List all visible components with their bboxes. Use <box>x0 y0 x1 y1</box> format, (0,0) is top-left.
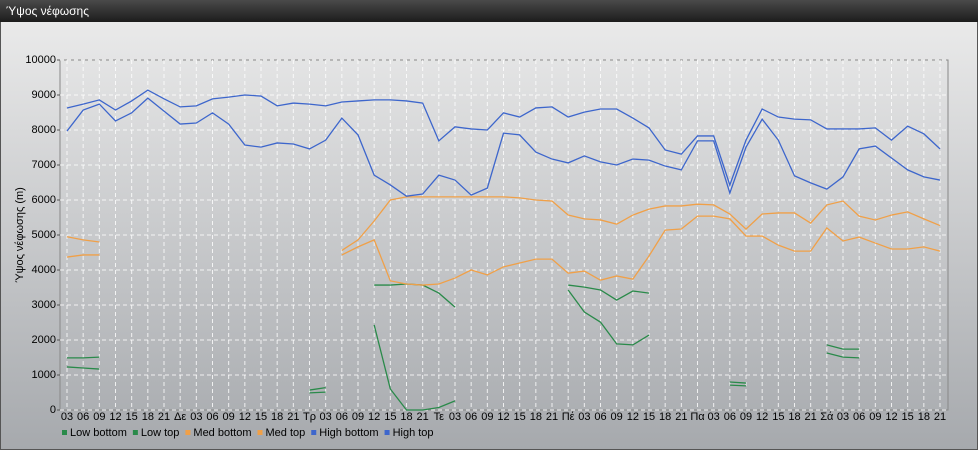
x-tick-label: 15 <box>126 411 138 423</box>
x-tick-label: 09 <box>93 411 105 423</box>
x-tick-label: 15 <box>255 411 267 423</box>
x-tick-label: 12 <box>497 411 509 423</box>
x-tick-label: 21 <box>546 411 558 423</box>
x-tick-label: 03 <box>61 411 73 423</box>
x-tick-label: 21 <box>675 411 687 423</box>
chart-title: Ύψος νέφωσης <box>6 4 89 18</box>
series-line <box>66 196 941 251</box>
x-tick-label: 21 <box>934 411 946 423</box>
y-tick-label: 9000 <box>32 89 56 101</box>
x-tick-label: 03 <box>320 411 332 423</box>
x-tick-label: Σά <box>820 411 834 423</box>
series-line <box>66 289 860 411</box>
series-line <box>66 97 941 197</box>
x-tick-label: 03 <box>578 411 590 423</box>
y-axis-label: Ύψος νέφωσης (m) <box>14 187 26 283</box>
x-tick-label: 09 <box>740 411 752 423</box>
y-tick-label: 5000 <box>32 229 56 241</box>
x-tick-label: 18 <box>400 411 412 423</box>
x-tick-label: 21 <box>805 411 817 423</box>
x-tick-label: 18 <box>142 411 154 423</box>
x-tick-label: 21 <box>287 411 299 423</box>
y-tick-label: 0 <box>50 404 56 416</box>
x-tick-label: 18 <box>918 411 930 423</box>
x-tick-label: 03 <box>190 411 202 423</box>
legend-marker <box>132 430 138 435</box>
legend-marker <box>311 430 317 435</box>
legend-marker <box>185 430 191 435</box>
x-tick-label: Δε <box>174 411 186 423</box>
x-tick-label: Τε <box>434 411 445 423</box>
legend-label: Med bottom <box>193 427 251 439</box>
x-tick-label: 18 <box>530 411 542 423</box>
x-tick-label: 15 <box>643 411 655 423</box>
y-tick-label: 7000 <box>32 159 56 171</box>
x-tick-label: 06 <box>853 411 865 423</box>
legend-marker <box>257 430 263 435</box>
y-tick-label: 1000 <box>32 369 56 381</box>
x-tick-label: Πα <box>690 411 705 423</box>
x-tick-label: 15 <box>902 411 914 423</box>
series-line <box>66 215 941 286</box>
x-tick-label: 03 <box>449 411 461 423</box>
y-tick-label: 6000 <box>32 194 56 206</box>
x-tick-label: 18 <box>271 411 283 423</box>
x-tick-label: 21 <box>158 411 170 423</box>
x-tick-label: 12 <box>109 411 121 423</box>
y-tick-label: 3000 <box>32 299 56 311</box>
legend-label: Med top <box>266 427 306 439</box>
legend-marker <box>384 430 390 435</box>
x-tick-label: 09 <box>869 411 881 423</box>
x-tick-label: Πέ <box>562 411 575 423</box>
legend-label: High top <box>393 427 434 439</box>
legend-label: Low bottom <box>70 427 127 439</box>
x-tick-label: 12 <box>368 411 380 423</box>
series-line <box>66 89 941 187</box>
x-tick-label: 12 <box>239 411 251 423</box>
x-tick-label: 12 <box>885 411 897 423</box>
y-tick-label: 4000 <box>32 264 56 276</box>
legend-label: High bottom <box>319 427 378 439</box>
y-tick-label: 2000 <box>32 334 56 346</box>
x-tick-label: 06 <box>594 411 606 423</box>
x-tick-label: 06 <box>206 411 218 423</box>
legend-marker <box>62 430 67 435</box>
x-tick-label: 09 <box>352 411 364 423</box>
x-tick-label: 15 <box>772 411 784 423</box>
x-tick-label: 06 <box>465 411 477 423</box>
x-tick-label: 18 <box>788 411 800 423</box>
x-tick-label: 06 <box>724 411 736 423</box>
legend-label: Low top <box>141 427 180 439</box>
x-tick-label: 06 <box>336 411 348 423</box>
x-tick-label: Τρ <box>303 411 316 423</box>
x-tick-label: 15 <box>514 411 526 423</box>
x-tick-label: 12 <box>627 411 639 423</box>
x-tick-label: 06 <box>77 411 89 423</box>
x-tick-label: 03 <box>837 411 849 423</box>
x-tick-label: 09 <box>481 411 493 423</box>
x-tick-label: 09 <box>223 411 235 423</box>
x-tick-label: 09 <box>611 411 623 423</box>
x-tick-label: 18 <box>659 411 671 423</box>
x-tick-label: 15 <box>384 411 396 423</box>
x-tick-label: 12 <box>756 411 768 423</box>
x-tick-label: 03 <box>708 411 720 423</box>
y-tick-label: 10000 <box>25 54 56 66</box>
x-tick-label: 21 <box>417 411 429 423</box>
y-tick-label: 8000 <box>32 124 56 136</box>
title-bar <box>0 0 978 22</box>
